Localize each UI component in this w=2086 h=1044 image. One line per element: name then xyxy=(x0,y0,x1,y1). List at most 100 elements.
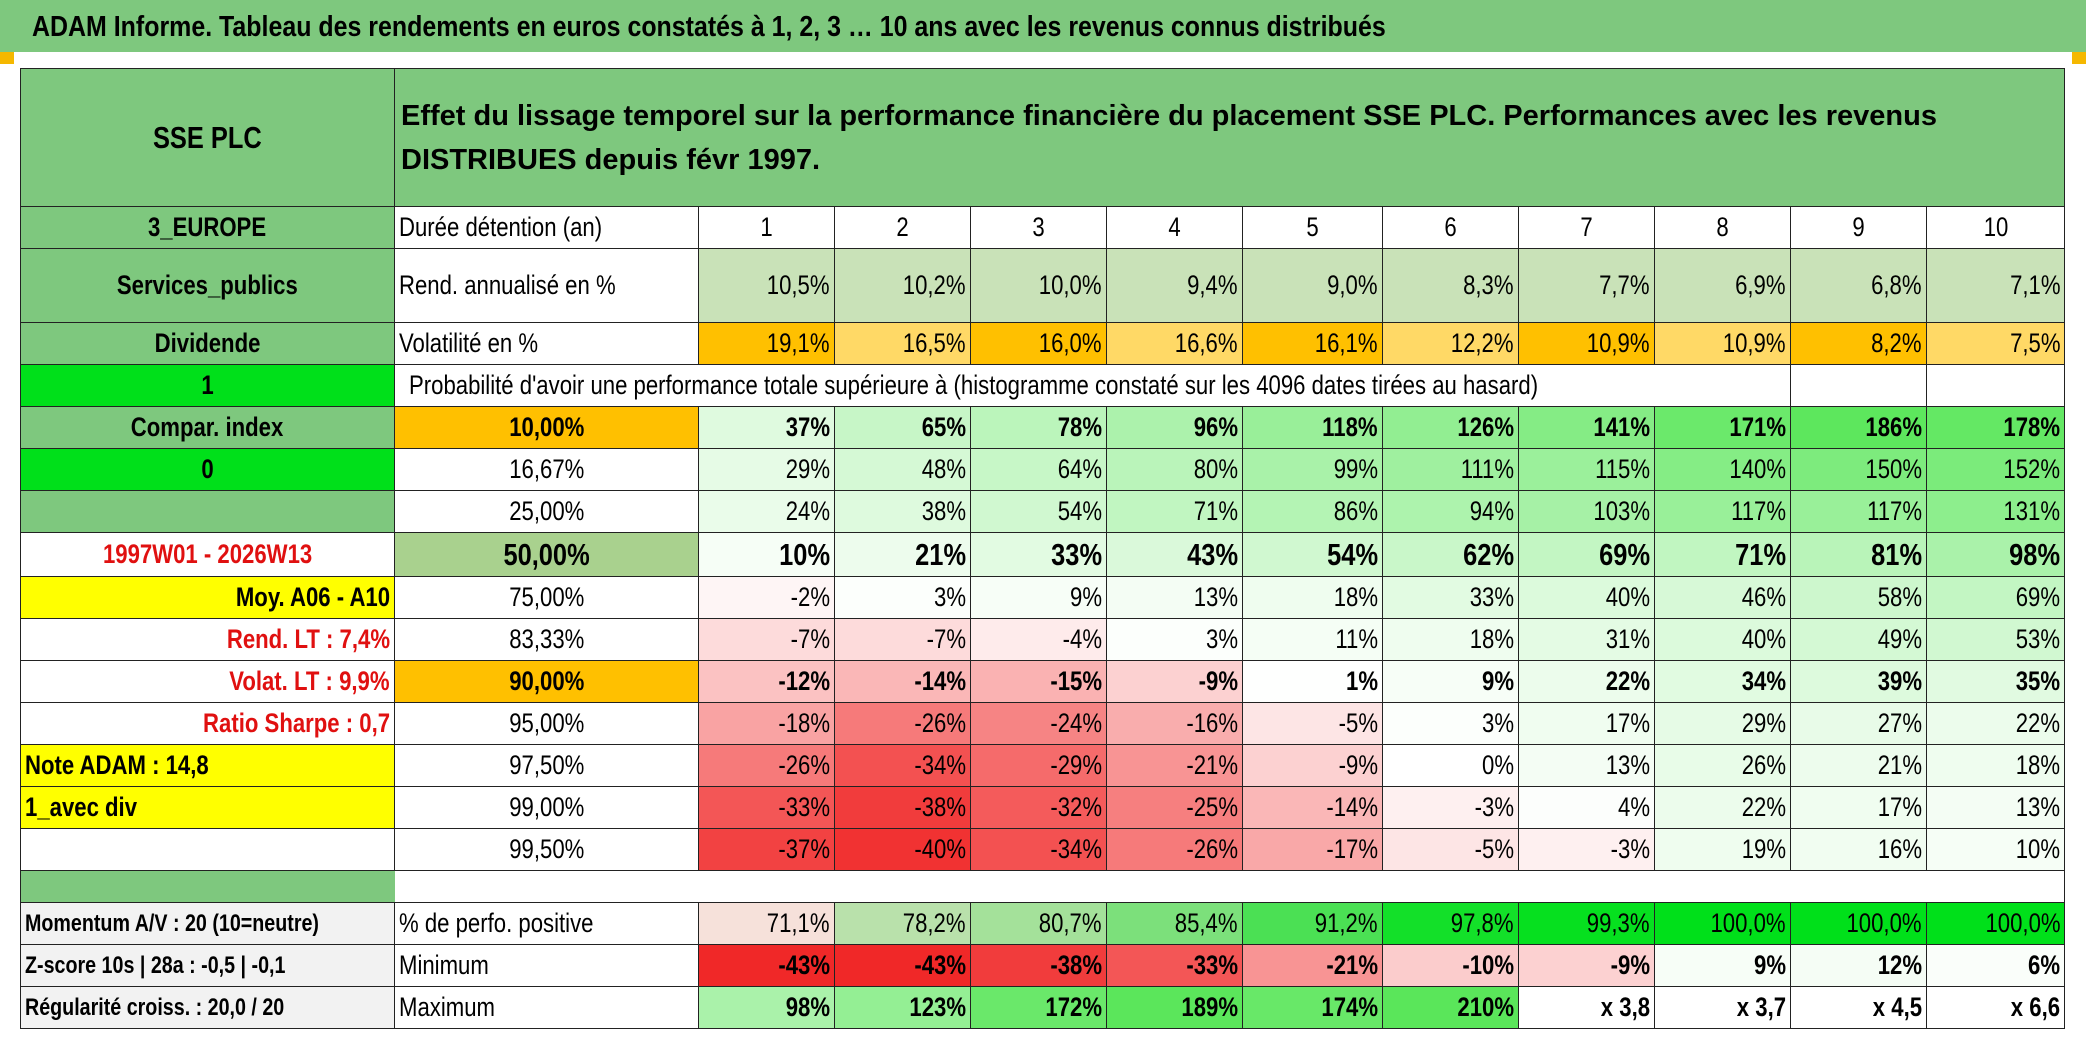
asset-name: SSE PLC xyxy=(20,68,395,207)
year-header: 10 xyxy=(1925,206,2066,249)
probability-value: -2% xyxy=(698,576,835,619)
probability-value: 131% xyxy=(1925,490,2066,533)
annual-return-value: 9,0% xyxy=(1242,248,1383,323)
probability-value: 0% xyxy=(1382,744,1519,787)
probability-value: 94% xyxy=(1382,490,1519,533)
probability-value: -16% xyxy=(1106,702,1243,745)
probability-threshold: 99,50% xyxy=(394,828,699,871)
spacer-cell xyxy=(20,870,395,903)
probability-row: 1_avec div 99,00% -33% -38% -32% -25% -14% -3% 4… xyxy=(20,786,2066,829)
probability-value: -29% xyxy=(970,744,1107,787)
probability-threshold: 75,00% xyxy=(394,576,699,619)
corner-marker xyxy=(2072,52,2086,64)
annual-return-value: 7,1% xyxy=(1925,248,2066,323)
probability-value: 33% xyxy=(1382,576,1519,619)
maximum-value: x 3,8 xyxy=(1518,986,1655,1029)
probability-threshold: 25,00% xyxy=(394,490,699,533)
probability-value: 140% xyxy=(1654,448,1791,491)
duration-label: Durée détention (an) xyxy=(394,206,699,249)
minimum-value: 9% xyxy=(1654,944,1791,987)
annual-return-value: 6,8% xyxy=(1790,248,1927,323)
probability-value: 98% xyxy=(1925,532,2066,577)
long-term-return: Rend. LT : 7,4% xyxy=(20,618,395,661)
probability-value: 22% xyxy=(1925,702,2066,745)
probability-value: 48% xyxy=(834,448,971,491)
probability-value: -26% xyxy=(698,744,835,787)
probability-value: -26% xyxy=(1106,828,1243,871)
year-header: 7 xyxy=(1518,206,1655,249)
minimum-value: -9% xyxy=(1518,944,1655,987)
regularity-label: Régularité croiss. : 20,0 / 20 xyxy=(20,986,395,1029)
probability-value: 53% xyxy=(1925,618,2066,661)
probability-value: -9% xyxy=(1106,660,1243,703)
performance-table: SSE PLC Effet du lissage temporel sur la… xyxy=(20,68,2066,1029)
probability-value: -3% xyxy=(1382,786,1519,829)
probability-value: 3% xyxy=(1106,618,1243,661)
title-bar: ADAM Informe. Tableau des rendements en … xyxy=(0,0,2086,52)
probability-value: 64% xyxy=(970,448,1107,491)
probability-value: -7% xyxy=(698,618,835,661)
volatility-value: 12,2% xyxy=(1382,322,1519,365)
probability-value: -38% xyxy=(834,786,971,829)
probability-value: 65% xyxy=(834,406,971,449)
probability-value: 78% xyxy=(970,406,1107,449)
minimum-value: 6% xyxy=(1925,944,2066,987)
probability-value: 49% xyxy=(1790,618,1927,661)
probability-value: -25% xyxy=(1106,786,1243,829)
probability-value: 80% xyxy=(1106,448,1243,491)
annual-return-value: 9,4% xyxy=(1106,248,1243,323)
probability-value: 29% xyxy=(698,448,835,491)
probability-threshold: 10,00% xyxy=(394,406,699,449)
probability-value: 34% xyxy=(1654,660,1791,703)
probability-value: 24% xyxy=(698,490,835,533)
probability-value: -21% xyxy=(1106,744,1243,787)
return-label: Rend. annualisé en % xyxy=(394,248,699,323)
volatility-value: 10,9% xyxy=(1654,322,1791,365)
probability-value: 81% xyxy=(1790,532,1927,577)
probability-value: 38% xyxy=(834,490,971,533)
probability-value: 71% xyxy=(1654,532,1791,577)
probability-value: 13% xyxy=(1925,786,2066,829)
maximum-value: 174% xyxy=(1242,986,1383,1029)
probability-value: 10% xyxy=(1925,828,2066,871)
probability-threshold: 16,67% xyxy=(394,448,699,491)
maximum-value: 98% xyxy=(698,986,835,1029)
probability-header-row: 1 Probabilité d'avoir une performance tot… xyxy=(20,364,2066,407)
annual-return-value: 6,9% xyxy=(1654,248,1791,323)
probability-value: -5% xyxy=(1242,702,1383,745)
probability-value: 22% xyxy=(1654,786,1791,829)
year-header: 8 xyxy=(1654,206,1791,249)
probability-value: 37% xyxy=(698,406,835,449)
indicator-one: 1 xyxy=(20,364,395,407)
probability-value: 19% xyxy=(1654,828,1791,871)
report-title: ADAM Informe. Tableau des rendements en … xyxy=(32,11,1386,43)
adam-score: Note ADAM : 14,8 xyxy=(20,744,395,787)
compar-index-label: Compar. index xyxy=(20,406,395,449)
probability-row: 25,00% 24% 38% 54% 71% 86% 94% 103% 117% 117% 131% xyxy=(20,490,2066,533)
probability-value: 40% xyxy=(1654,618,1791,661)
probability-value: 17% xyxy=(1790,786,1927,829)
probability-value: 18% xyxy=(1925,744,2066,787)
return-row: Services_publics Rend. annualisé en % 10,5… xyxy=(20,248,2066,323)
year-header: 5 xyxy=(1242,206,1383,249)
probability-value: 117% xyxy=(1654,490,1791,533)
header-row: SSE PLC Effet du lissage temporel sur la… xyxy=(20,68,2066,207)
maximum-label: Maximum xyxy=(394,986,699,1029)
volatility-label: Volatilité en % xyxy=(394,322,699,365)
income-type-label: Dividende xyxy=(20,322,395,365)
probability-value: 4% xyxy=(1518,786,1655,829)
probability-value: 11% xyxy=(1242,618,1383,661)
probability-row: Volat. LT : 9,9% 90,00% -12% -14% -15% -9% 1% 9… xyxy=(20,660,2066,703)
maximum-value: x 6,6 xyxy=(1925,986,2066,1029)
minimum-value: -33% xyxy=(1106,944,1243,987)
probability-value: -34% xyxy=(834,744,971,787)
probability-threshold: 97,50% xyxy=(394,744,699,787)
minimum-row: Z-score 10s | 28a : -0,5 | -0,1 Minimum -4… xyxy=(20,944,2066,987)
probability-value: 62% xyxy=(1382,532,1519,577)
maximum-value: 172% xyxy=(970,986,1107,1029)
maximum-row: Régularité croiss. : 20,0 / 20 Maximum 98%… xyxy=(20,986,2066,1029)
probability-value: 21% xyxy=(1790,744,1927,787)
positive-value: 85,4% xyxy=(1106,902,1243,945)
volatility-value: 7,5% xyxy=(1925,322,2066,365)
volatility-value: 16,5% xyxy=(834,322,971,365)
